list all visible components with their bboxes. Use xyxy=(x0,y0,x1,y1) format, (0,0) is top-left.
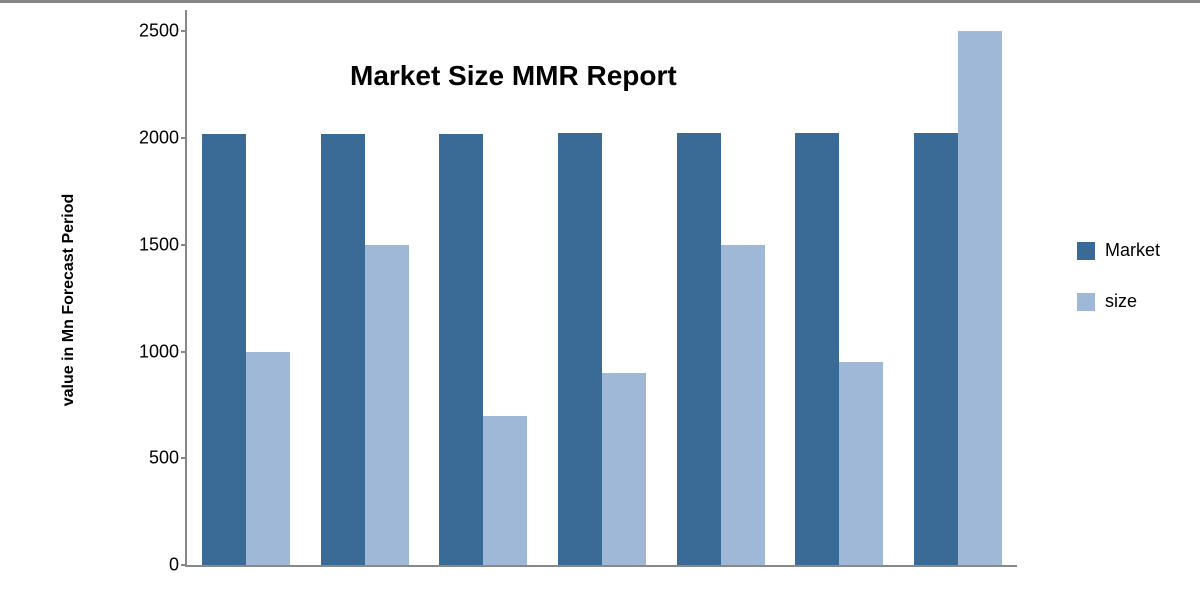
y-tick-label: 1500 xyxy=(139,234,179,255)
plot-area: 05001000150020002500 xyxy=(185,10,1017,567)
bar-size xyxy=(483,416,527,565)
bars-wrap xyxy=(187,10,1017,565)
bar-group xyxy=(306,134,425,565)
bar-group xyxy=(898,31,1017,565)
y-tick-mark xyxy=(181,457,187,459)
bar-market xyxy=(321,134,365,565)
bar-market xyxy=(677,133,721,565)
bar-group xyxy=(424,134,543,565)
legend-item: Market xyxy=(1077,240,1160,261)
chart-container: Market Size MMR Report value in Mn Forec… xyxy=(0,0,1200,600)
legend-label: Market xyxy=(1105,240,1160,261)
y-tick-label: 2000 xyxy=(139,128,179,149)
y-tick-label: 1000 xyxy=(139,341,179,362)
y-tick-mark xyxy=(181,137,187,139)
y-axis-label: value in Mn Forecast Period xyxy=(60,194,78,407)
bar-group xyxy=(543,133,662,565)
bar-group xyxy=(187,134,306,565)
bar-market xyxy=(795,133,839,565)
legend: Market size xyxy=(1077,240,1160,312)
bar-size xyxy=(246,352,290,565)
legend-swatch xyxy=(1077,293,1095,311)
legend-label: size xyxy=(1105,291,1137,312)
y-tick-mark xyxy=(181,564,187,566)
legend-item: size xyxy=(1077,291,1160,312)
bar-size xyxy=(602,373,646,565)
bar-group xyxy=(661,133,780,565)
legend-swatch xyxy=(1077,242,1095,260)
y-tick-label: 500 xyxy=(149,448,179,469)
y-tick-mark xyxy=(181,244,187,246)
y-tick-label: 2500 xyxy=(139,21,179,42)
y-tick-mark xyxy=(181,351,187,353)
bar-market xyxy=(558,133,602,565)
bar-size xyxy=(958,31,1002,565)
y-tick-mark xyxy=(181,30,187,32)
bar-market xyxy=(202,134,246,565)
bar-size xyxy=(721,245,765,565)
y-tick-label: 0 xyxy=(169,555,179,576)
bar-market xyxy=(914,133,958,565)
bar-size xyxy=(839,362,883,565)
bar-size xyxy=(365,245,409,565)
bar-market xyxy=(439,134,483,565)
bar-group xyxy=(780,133,899,565)
